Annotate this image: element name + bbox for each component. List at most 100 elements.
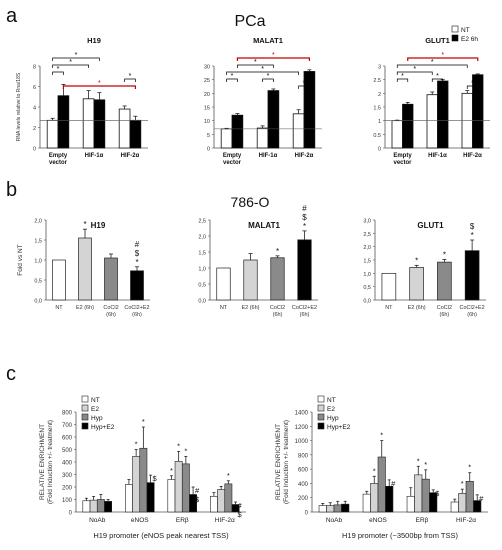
y-axis-label: RELATIVE ENRICHMENT(Fold Induction +/- t… [39, 420, 54, 504]
bar [421, 478, 430, 513]
bar [46, 119, 59, 149]
bar [210, 496, 218, 513]
y-tick-label: 1,0 [363, 272, 371, 278]
bar [450, 501, 459, 513]
x-tick-label: HIF-2α [215, 517, 235, 524]
y-tick-label: 2,0 [363, 245, 371, 251]
significance-mark: * [227, 471, 230, 480]
legend-label: NT [461, 27, 470, 34]
legend-swatch [317, 404, 325, 412]
bar [256, 127, 269, 149]
x-tick-label: NoAb [89, 517, 106, 524]
x-tick-label: CoCl2 [437, 305, 452, 311]
x-tick-label: NT [220, 305, 228, 311]
significance-bracket [52, 71, 64, 75]
bar [104, 257, 118, 301]
significance-mark: * [461, 479, 464, 488]
significance-mark: $ [470, 222, 475, 231]
bar [391, 120, 403, 149]
significance-mark: * [431, 59, 434, 66]
chart-title: MALAT1 [248, 221, 280, 230]
legend-swatch [81, 413, 89, 421]
significance-mark: * [184, 446, 187, 455]
y-tick-label: 1 [378, 119, 381, 125]
bar [458, 493, 467, 513]
x-tick-label-line2: (6h) [467, 312, 477, 318]
bar [57, 95, 70, 149]
y-tick-label: 0 [305, 511, 309, 517]
bar [414, 474, 423, 513]
y-tick-label: 15 [204, 106, 210, 112]
legend-swatch [317, 395, 325, 403]
legend-label: E2 6h [461, 36, 478, 43]
x-tick-label: HIF-2α [121, 153, 140, 159]
legend-label: Hyp [327, 415, 339, 422]
x-tick-label: eNOS [131, 517, 149, 524]
legend-label: E2 [91, 406, 99, 413]
y-tick-label: 1400 [295, 411, 309, 417]
bar [385, 485, 394, 513]
bar [139, 447, 148, 513]
x-tick-label: vector [49, 160, 68, 166]
bar [167, 479, 176, 513]
bar [82, 98, 95, 149]
significance-mark: # [195, 486, 200, 495]
significance-bracket [226, 78, 238, 82]
legend-swatch [317, 413, 325, 421]
bar [104, 501, 112, 513]
chart-a-h19: 0 2 4 6 8 H19 RNA levels relative to Rna/18S Em… [16, 36, 148, 166]
x-tick-label: NT [55, 305, 63, 311]
panel-letter-c: c [6, 363, 16, 385]
y-axis-label: RNA levels relative to Rna/18S [16, 72, 22, 141]
y-tick-label: 0 [207, 147, 210, 153]
y-tick-label: 8 [33, 65, 36, 71]
chart-c-enos-peak: 0 100 200 300 400 500 600 700 800 RELATIVE ENRICH… [39, 395, 246, 540]
significance-mark: * [276, 247, 279, 256]
significance-mark: $ [238, 510, 243, 519]
bar [89, 499, 98, 513]
y-tick-label: 0,5 [34, 279, 42, 285]
y-tick-label: 400 [62, 461, 73, 467]
y-tick-label: 1200 [295, 425, 309, 431]
legend-label: Hyp+E2 [91, 424, 115, 431]
x-tick-label-line2: (6h) [273, 312, 283, 318]
y-tick-label: 600 [298, 468, 309, 474]
bar [231, 114, 244, 149]
significance-bracket [236, 57, 310, 61]
y-tick-label: 6 [33, 85, 36, 91]
bar [370, 483, 379, 513]
y-axis-label: RELATIVE ENRICHMENT(Fold Induction +/- t… [275, 420, 290, 504]
significance-bracket [52, 64, 89, 68]
significance-mark: $ [135, 249, 140, 258]
chart-c-3500bp: 0 200 400 600 800 1000 1200 1400 RELATIVE ENRICH… [275, 395, 488, 540]
bar [217, 489, 226, 513]
bar [377, 456, 386, 513]
significance-bracket [431, 78, 444, 82]
legend-label: NT [91, 397, 100, 404]
x-tick-label: HIF-2α [295, 153, 314, 159]
significance-mark: * [129, 73, 132, 80]
bar [118, 108, 131, 149]
significance-mark: * [468, 463, 471, 472]
bar [146, 482, 155, 513]
y-tick-label: 100 [62, 498, 73, 504]
significance-mark: * [401, 73, 404, 80]
bar [93, 99, 106, 149]
bar [409, 267, 424, 301]
y-tick-label: 2.5 [373, 78, 381, 84]
significance-bracket [396, 71, 433, 75]
significance-mark: # [135, 240, 140, 249]
legend-swatch [451, 34, 459, 42]
significance-mark: * [69, 59, 72, 66]
chart-title: MALAT1 [253, 36, 283, 45]
bar [297, 239, 312, 301]
bar [267, 90, 280, 149]
y-tick-label: 2,5 [198, 219, 206, 225]
y-tick-label: 1,0 [34, 259, 42, 265]
significance-mark: * [57, 66, 60, 73]
x-tick-label: HIF-1α [259, 153, 278, 159]
significance-bracket [226, 71, 299, 75]
y-tick-label: 0,0 [34, 299, 42, 305]
significance-bracket [52, 57, 100, 61]
